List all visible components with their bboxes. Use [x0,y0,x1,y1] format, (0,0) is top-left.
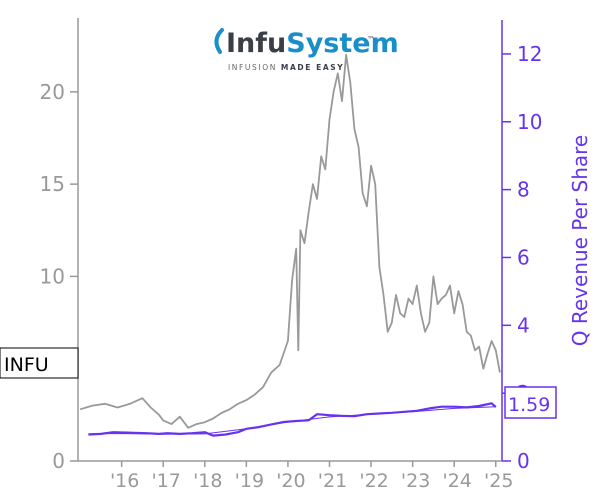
latest-revenue-box [504,386,557,419]
right-axis-tick-label: 0 [517,449,530,473]
x-axis-tick-label: '19 [235,470,264,492]
x-axis-tick-label: '24 [442,470,471,492]
x-axis-tick-label: '17 [152,470,181,492]
logo-name-part1: Infu [226,28,286,59]
x-axis-tick-label: '18 [193,470,222,492]
x-axis-tick-label: '21 [318,470,347,492]
svg-text:INFUSION MADE EASY: INFUSION MADE EASY [228,63,344,72]
ticker-box [0,347,79,379]
left-axis-tick-label: 0 [52,449,65,473]
revenue-series-line [88,402,497,437]
x-axis-tick-label: '25 [484,470,513,492]
left-axis-tick-label: 20 [40,80,65,104]
logo-swoosh-icon [214,28,224,54]
latest-revenue-label: 1.59 [508,394,550,416]
right-axis-tick-label: 6 [517,245,530,269]
right-axis-tick-label: 12 [517,42,542,66]
x-axis-tick-label: '23 [401,470,430,492]
right-axis-tick-label: 10 [517,110,542,134]
svg-text:InfuSystem: InfuSystem [226,28,399,59]
right-axis-title: Q Revenue Per Share [568,135,592,347]
left-axis-tick-label: 10 [40,264,65,288]
price-layer [79,54,501,429]
revenue-layer [88,402,497,437]
ticker-label: INFU [4,354,49,376]
x-axis-tick-label: '20 [276,470,305,492]
logo-name-part2: System [286,28,398,59]
label-layer: INFU 1.59 [0,347,557,419]
right-axis-tick-label: 8 [517,178,530,202]
x-axis-tick-label: '22 [359,470,388,492]
right-axis-tick-label: 4 [517,313,530,337]
logo-trademark: ™ [367,35,375,44]
axes-layer: 05101520'16'17'18'19'20'21'22'23'24'2502… [40,18,592,492]
x-axis-tick-label: '16 [110,470,139,492]
company-logo: InfuSystem ™ INFUSION MADE EASY [214,28,399,72]
logo-tagline-part2: MADE EASY [281,63,344,72]
left-axis-tick-label: 15 [40,172,65,196]
revenue-trend-line [88,406,496,435]
price-series-line [79,54,501,429]
logo-tagline-part1: INFUSION [228,63,281,72]
